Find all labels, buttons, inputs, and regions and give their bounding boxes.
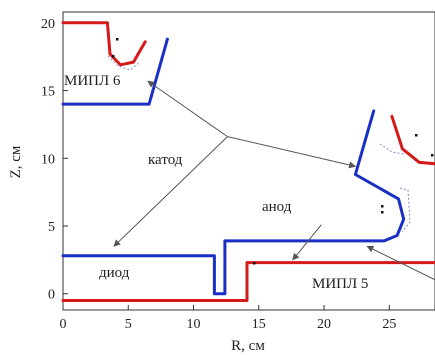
mipl5-dashed-detail xyxy=(379,143,411,233)
label-mipl6: МИПЛ 6 xyxy=(64,73,121,89)
x-axis-title: R, см xyxy=(231,338,265,354)
label-mipl5: МИПЛ 5 xyxy=(312,276,368,292)
label-diode: диод xyxy=(99,265,130,281)
anode-bottom-contour xyxy=(61,261,435,302)
y-tick-label: 5 xyxy=(48,220,55,235)
y-tick-label: 15 xyxy=(41,85,55,100)
x-tick-label: 10 xyxy=(187,317,201,332)
x-tick-label: 5 xyxy=(125,317,132,332)
y-tick-label: 20 xyxy=(41,17,55,32)
cathode-top-contour xyxy=(61,37,169,106)
anode-pointer-arrow xyxy=(292,224,322,261)
x-tick-label: 15 xyxy=(252,317,266,332)
cathode-pointer-arrow xyxy=(227,136,357,169)
x-tick-label: 20 xyxy=(317,317,331,332)
x-tick-label: 25 xyxy=(382,317,396,332)
annotation-arrows xyxy=(113,80,435,281)
cathode-pointer-arrow xyxy=(147,80,228,138)
label-anode: анод xyxy=(262,199,292,215)
label-cathode: катод xyxy=(148,152,183,168)
x-tick-label: 0 xyxy=(60,317,67,332)
mipl6-dashed-detail xyxy=(107,55,141,71)
cathode-pointer-arrow xyxy=(113,136,228,247)
y-tick-label: 0 xyxy=(48,288,55,303)
y-tick-label: 10 xyxy=(41,152,55,167)
plot-frame xyxy=(62,11,435,311)
mipl5-pointer-arrow xyxy=(366,245,435,281)
anode-right-lip-contour xyxy=(390,114,435,166)
anode-top-contour xyxy=(61,21,147,67)
y-axis-ticks: 0 5 10 15 20 xyxy=(41,17,68,303)
y-axis-title: Z, см xyxy=(8,145,24,178)
point-markers xyxy=(112,38,434,265)
x-axis-ticks: 0 5 10 15 20 25 xyxy=(60,305,396,332)
cathode-bottom-contour xyxy=(61,109,406,296)
